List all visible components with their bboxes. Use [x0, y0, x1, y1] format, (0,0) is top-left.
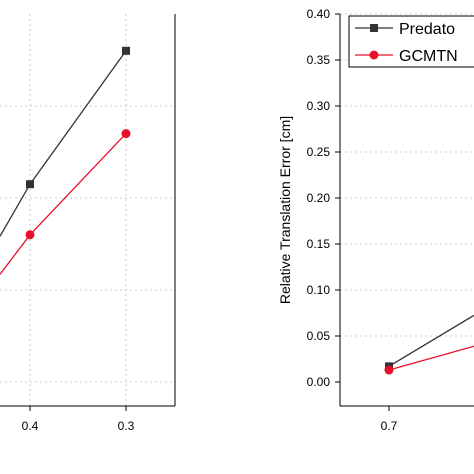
left-chart: 0.4 0.3 [0, 14, 176, 433]
legend-marker-circle [369, 50, 379, 60]
left-point-square [122, 46, 130, 55]
legend-marker-square [370, 24, 378, 32]
right-y-tick-label: 0.20 [307, 191, 331, 205]
right-series-line [388, 314, 474, 367]
right-y-tick-label: 0.30 [307, 99, 331, 113]
right-chart: 0.00 0.05 0.10 0.15 0.20 0.25 0.30 0.35 0.40 0.7 R… [277, 7, 474, 433]
right-y-tick-label: 0.00 [307, 375, 331, 389]
left-x-tick-label: 0.4 [22, 419, 39, 433]
left-series-line [0, 50, 127, 237]
right-y-tick-label: 0.10 [307, 283, 331, 297]
right-y-tick-label: 0.05 [307, 329, 331, 343]
legend-label: Predato [399, 21, 455, 38]
left-x-tick-label: 0.3 [118, 419, 135, 433]
right-y-tick-label: 0.40 [307, 7, 331, 21]
left-point-circle [25, 230, 35, 240]
left-point-circle [121, 129, 131, 139]
right-y-tick-label: 0.25 [307, 145, 331, 159]
right-point-circle [384, 365, 394, 375]
right-y-tick-label: 0.15 [307, 237, 331, 251]
legend-label: GCMTN [399, 48, 458, 65]
left-point-square [26, 180, 34, 189]
right-x-tick-label: 0.7 [381, 419, 398, 433]
right-y-tick-label: 0.35 [307, 53, 331, 67]
right-series-line [388, 345, 474, 371]
right-y-axis-title: Relative Translation Error [cm] [277, 116, 293, 304]
legend-box [348, 15, 474, 68]
